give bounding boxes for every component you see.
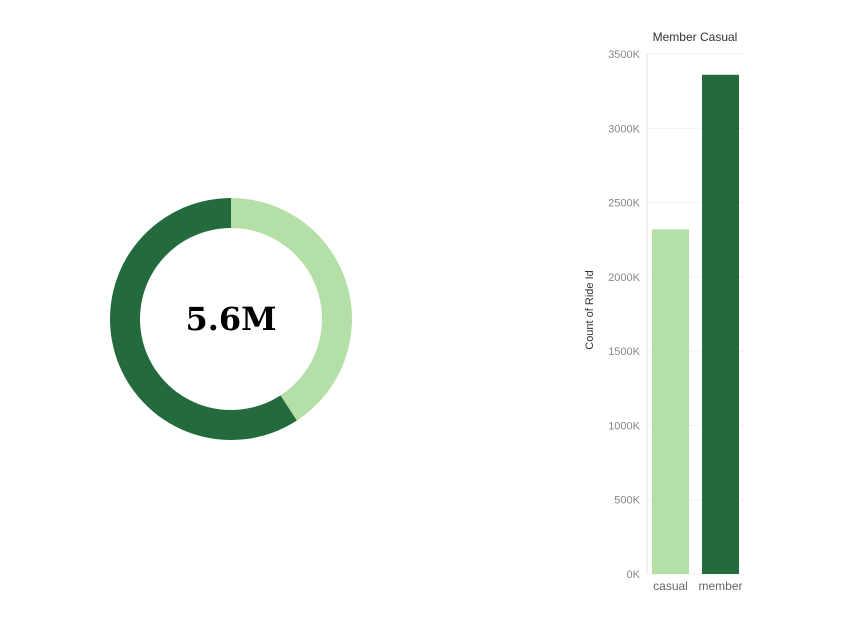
y-axis-label: Count of Ride Id <box>584 270 596 350</box>
donut-slice-member[interactable] <box>109 198 297 440</box>
y-tick-label: 2500K <box>608 198 640 210</box>
y-tick-label: 1000K <box>608 420 640 432</box>
y-axis-ticks: 0K 500K 1000K 1500K 2000K 2500K 3000K 3500K <box>608 49 640 581</box>
donut-slice-casual[interactable] <box>231 198 352 421</box>
x-axis-ticks: casual member <box>653 579 742 593</box>
donut-chart: 5.6M <box>100 188 362 450</box>
donut-svg <box>109 198 352 440</box>
y-tick-label: 3500K <box>608 49 640 61</box>
y-tick-label: 3000K <box>608 123 640 135</box>
y-tick-label: 2000K <box>608 272 640 284</box>
y-tick-label: 500K <box>614 495 640 507</box>
donut-center-label: 5.6M <box>185 300 277 338</box>
x-tick-label: member <box>698 579 742 593</box>
x-tick-label: casual <box>653 579 688 593</box>
y-tick-label: 0K <box>627 569 641 581</box>
y-tick-label: 1500K <box>608 346 640 358</box>
bar-member[interactable] <box>702 74 739 575</box>
bar-chart: Member Casual Count of Ride Id 0K 500K 100… <box>584 30 745 593</box>
bars <box>652 74 739 575</box>
bar-casual[interactable] <box>652 229 689 575</box>
bar-chart-title: Member Casual <box>653 30 738 44</box>
